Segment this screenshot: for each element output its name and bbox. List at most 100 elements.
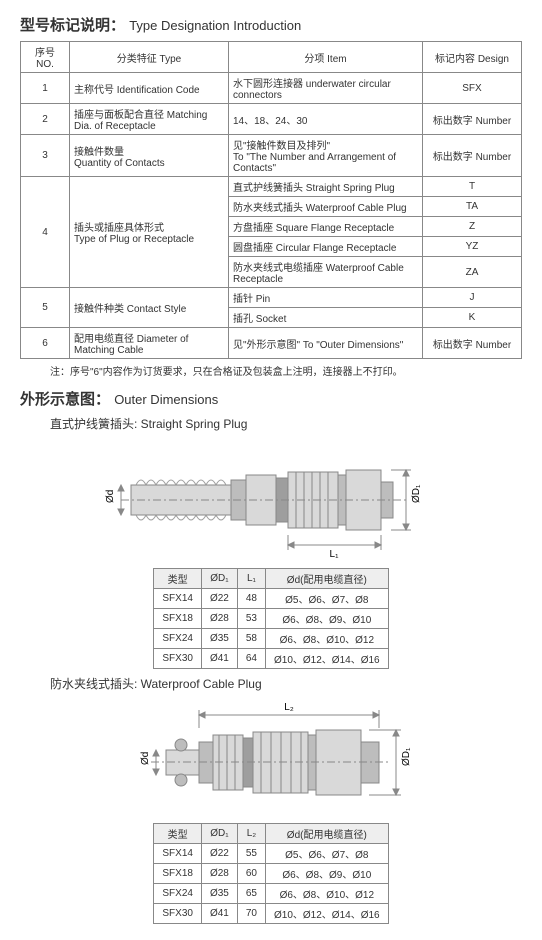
cell: SFX24 — [154, 884, 202, 904]
cell: 见"外形示意图" To "Outer Dimensions" — [229, 328, 423, 359]
cell: 3 — [21, 135, 70, 177]
cell: Ø28 — [201, 609, 237, 629]
cell: 防水夹线式电缆插座 Waterproof Cable Receptacle — [229, 257, 423, 288]
table-row: SFX18Ø2853Ø6、Ø8、Ø9、Ø10 — [154, 609, 388, 629]
cell: Ø5、Ø6、Ø7、Ø8 — [266, 589, 389, 609]
cell: Ø10、Ø12、Ø14、Ø16 — [266, 904, 389, 924]
cell: Ø41 — [201, 649, 237, 669]
table-row: SFX18Ø2860Ø6、Ø8、Ø9、Ø10 — [154, 864, 388, 884]
cell: SFX14 — [154, 589, 202, 609]
cell: SFX18 — [154, 609, 202, 629]
cell: 水下圆形连接器 underwater circular connectors — [229, 73, 423, 104]
cell: 64 — [237, 649, 265, 669]
cell: Ø35 — [201, 884, 237, 904]
outer-title-cn: 外形示意图： — [20, 391, 110, 408]
table-row: 3 接触件数量 Quantity of Contacts 见"接触件数目及排列"… — [21, 135, 522, 177]
outer-title-en: Outer Dimensions — [114, 392, 218, 407]
cell: SFX18 — [154, 864, 202, 884]
cell: 见"接触件数目及排列" To "The Number and Arrangeme… — [229, 135, 423, 177]
cable-plug-diagram: L₂ Ød ØD₁ — [111, 700, 431, 815]
th: Ød(配用电缆直径) — [266, 824, 389, 844]
table-row: 5 接触件种类 Contact Style 插针 Pin J — [21, 288, 522, 308]
cell: 48 — [237, 589, 265, 609]
cell: 标出数字 Number — [423, 104, 522, 135]
dim-L1: L₁ — [330, 549, 340, 560]
title-cn: 型号标记说明： — [20, 17, 125, 34]
cell: 插头或插座具体形式 Type of Plug or Receptacle — [70, 177, 229, 288]
cell: 65 — [237, 884, 265, 904]
cell: 配用电缆直径 Diameter of Matching Cable — [70, 328, 229, 359]
cell: 标出数字 Number — [423, 135, 522, 177]
cable-plug-dim-table: 类型 ØD₁ L₂ Ød(配用电缆直径) SFX14Ø2255Ø5、Ø6、Ø7、… — [153, 823, 388, 924]
cell: Ø6、Ø8、Ø9、Ø10 — [266, 864, 389, 884]
cell: 5 — [21, 288, 70, 328]
cell: SFX30 — [154, 904, 202, 924]
cell: 14、18、24、30 — [229, 104, 423, 135]
spring-plug-diagram: L₁ ØD₁ Ød — [91, 440, 451, 560]
cell: SFX — [423, 73, 522, 104]
th: L₁ — [237, 569, 265, 589]
table-row: 1 主称代号 Identification Code 水下圆形连接器 under… — [21, 73, 522, 104]
cell: ZA — [423, 257, 522, 288]
cell: SFX14 — [154, 844, 202, 864]
cell: 插孔 Socket — [229, 308, 423, 328]
table-row: SFX30Ø4170Ø10、Ø12、Ø14、Ø16 — [154, 904, 388, 924]
spring-plug-dim-table: 类型 ØD₁ L₁ Ød(配用电缆直径) SFX14Ø2248Ø5、Ø6、Ø7、… — [153, 568, 388, 669]
table-row: 6 配用电缆直径 Diameter of Matching Cable 见"外形… — [21, 328, 522, 359]
th-no: 序号 NO. — [21, 42, 70, 73]
cell: TA — [423, 197, 522, 217]
cell: T — [423, 177, 522, 197]
th: 类型 — [154, 824, 202, 844]
cable-plug-label: 防水夹线式插头: Waterproof Cable Plug — [50, 675, 522, 692]
dim-d: Ød — [105, 490, 116, 503]
cell: Ø22 — [201, 844, 237, 864]
cell: YZ — [423, 237, 522, 257]
table-row: SFX14Ø2248Ø5、Ø6、Ø7、Ø8 — [154, 589, 388, 609]
cell: 55 — [237, 844, 265, 864]
cell: 主称代号 Identification Code — [70, 73, 229, 104]
cell: SFX30 — [154, 649, 202, 669]
cell: 方盘插座 Square Flange Receptacle — [229, 217, 423, 237]
cell: Ø6、Ø8、Ø10、Ø12 — [266, 884, 389, 904]
th: Ød(配用电缆直径) — [266, 569, 389, 589]
th: ØD₁ — [201, 824, 237, 844]
cell: 插座与面板配合直径 Matching Dia. of Receptacle — [70, 104, 229, 135]
cell: Ø5、Ø6、Ø7、Ø8 — [266, 844, 389, 864]
cell: 70 — [237, 904, 265, 924]
table-row: SFX30Ø4164Ø10、Ø12、Ø14、Ø16 — [154, 649, 388, 669]
dim-D1-2: ØD₁ — [401, 747, 412, 766]
cell: Z — [423, 217, 522, 237]
dim-D1: ØD₁ — [411, 484, 422, 503]
note-text: 注：序号"6"内容作为订货要求，只在合格证及包装盒上注明，连接器上不打印。 — [50, 363, 522, 378]
th: L₂ — [237, 824, 265, 844]
type-designation-title: 型号标记说明： Type Designation Introduction — [20, 14, 522, 35]
th: ØD₁ — [201, 569, 237, 589]
th-type: 分类特征 Type — [70, 42, 229, 73]
cell: 60 — [237, 864, 265, 884]
title-en: Type Designation Introduction — [129, 18, 301, 33]
cell: Ø22 — [201, 589, 237, 609]
cell: 接触件种类 Contact Style — [70, 288, 229, 328]
cell: K — [423, 308, 522, 328]
cell: J — [423, 288, 522, 308]
th-design: 标记内容 Design — [423, 42, 522, 73]
table-row: 2 插座与面板配合直径 Matching Dia. of Receptacle … — [21, 104, 522, 135]
table-row: SFX14Ø2255Ø5、Ø6、Ø7、Ø8 — [154, 844, 388, 864]
cell: 1 — [21, 73, 70, 104]
cell: Ø28 — [201, 864, 237, 884]
cell: 53 — [237, 609, 265, 629]
cell: Ø6、Ø8、Ø9、Ø10 — [266, 609, 389, 629]
cell: 防水夹线式插头 Waterproof Cable Plug — [229, 197, 423, 217]
cell: Ø41 — [201, 904, 237, 924]
cell: 插针 Pin — [229, 288, 423, 308]
cell: 接触件数量 Quantity of Contacts — [70, 135, 229, 177]
cell: 4 — [21, 177, 70, 288]
spring-plug-label: 直式护线簧插头: Straight Spring Plug — [50, 415, 522, 432]
cell: 直式护线簧插头 Straight Spring Plug — [229, 177, 423, 197]
cell: 圆盘插座 Circular Flange Receptacle — [229, 237, 423, 257]
cell: 标出数字 Number — [423, 328, 522, 359]
cell: Ø10、Ø12、Ø14、Ø16 — [266, 649, 389, 669]
table-row: SFX24Ø3565Ø6、Ø8、Ø10、Ø12 — [154, 884, 388, 904]
dim-d2: Ød — [140, 752, 151, 765]
dim-L2: L₂ — [284, 702, 294, 713]
